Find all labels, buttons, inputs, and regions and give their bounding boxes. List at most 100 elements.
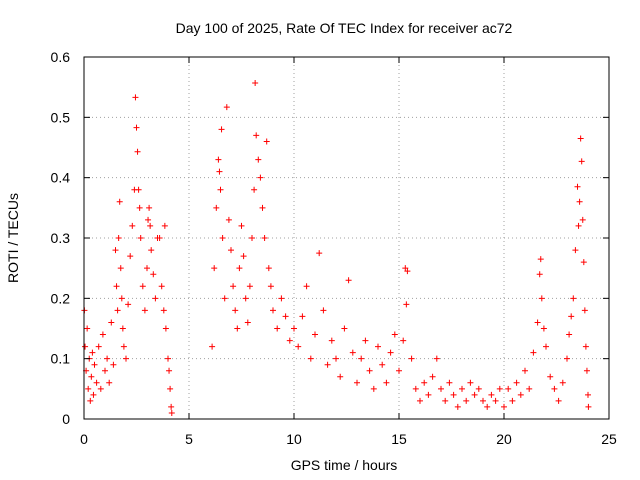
data-point xyxy=(471,391,478,398)
data-point xyxy=(263,138,270,145)
data-point xyxy=(583,367,590,374)
data-point xyxy=(320,307,327,314)
data-point xyxy=(536,271,543,278)
data-point xyxy=(219,235,226,241)
data-point xyxy=(257,174,264,181)
data-point xyxy=(221,295,228,302)
axis-ticks xyxy=(83,56,610,420)
data-point xyxy=(303,283,310,290)
data-point xyxy=(270,307,276,314)
data-point xyxy=(104,355,111,362)
data-point xyxy=(480,397,486,404)
data-point xyxy=(211,265,218,272)
data-point xyxy=(230,283,237,290)
data-point xyxy=(540,325,547,332)
data-point xyxy=(114,307,121,314)
data-point xyxy=(89,349,96,356)
data-point xyxy=(232,307,239,314)
y-tick-label: 0.1 xyxy=(51,351,71,367)
data-point xyxy=(585,403,592,410)
data-point xyxy=(246,283,253,290)
data-point xyxy=(579,216,586,223)
y-tick-label: 0.2 xyxy=(51,290,71,306)
data-point xyxy=(225,216,232,223)
data-point xyxy=(87,397,94,404)
data-point xyxy=(551,385,558,392)
data-point xyxy=(147,222,154,229)
data-point xyxy=(412,385,419,392)
data-point xyxy=(530,349,537,356)
data-point xyxy=(123,355,129,362)
data-point xyxy=(459,385,465,392)
data-point xyxy=(559,379,566,386)
data-point xyxy=(575,222,582,229)
data-point xyxy=(252,79,259,86)
data-point xyxy=(218,126,225,133)
data-point xyxy=(345,277,352,284)
data-point xyxy=(91,361,98,368)
data-point xyxy=(152,295,159,302)
data-point xyxy=(349,349,356,356)
data-point xyxy=(240,253,247,260)
data-point xyxy=(117,265,124,272)
data-point xyxy=(168,403,175,410)
data-point xyxy=(408,355,415,362)
data-point xyxy=(141,307,148,314)
y-axis-label: ROTI / TECUs xyxy=(5,193,21,283)
data-point xyxy=(129,222,136,229)
data-point xyxy=(581,307,588,314)
data-point xyxy=(137,235,144,241)
data-point xyxy=(454,403,461,410)
data-point xyxy=(146,204,153,211)
data-point xyxy=(417,397,423,404)
data-point xyxy=(337,373,344,380)
data-point xyxy=(156,235,163,241)
data-point xyxy=(249,235,255,241)
data-point xyxy=(547,373,554,380)
data-point xyxy=(450,391,457,398)
data-point xyxy=(135,186,142,193)
data-point xyxy=(125,301,132,308)
data-point xyxy=(324,361,331,368)
data-point xyxy=(88,373,95,380)
data-point xyxy=(168,409,175,416)
data-point xyxy=(475,385,482,392)
data-point xyxy=(274,325,281,332)
y-tick-label: 0.6 xyxy=(51,49,71,65)
data-point xyxy=(234,325,241,332)
data-point xyxy=(580,259,587,266)
data-point xyxy=(576,198,583,205)
data-point xyxy=(312,331,318,338)
data-point xyxy=(375,343,381,350)
data-point xyxy=(134,148,141,155)
x-tick-label: 0 xyxy=(80,431,88,447)
data-point xyxy=(492,397,499,404)
data-point xyxy=(574,183,581,190)
data-point xyxy=(370,385,377,392)
data-point xyxy=(84,325,91,332)
data-point xyxy=(578,158,585,165)
data-point xyxy=(132,94,139,101)
data-point xyxy=(127,253,134,260)
data-point xyxy=(244,319,251,326)
data-point xyxy=(467,379,474,386)
data-point xyxy=(291,325,297,332)
data-point xyxy=(106,379,113,386)
data-point xyxy=(113,283,120,290)
data-point xyxy=(403,301,410,308)
data-point xyxy=(236,265,243,272)
data-point xyxy=(517,391,524,398)
data-point xyxy=(484,403,491,410)
data-point xyxy=(144,265,150,272)
chart-title: Day 100 of 2025, Rate Of TEC Index for r… xyxy=(176,20,513,36)
data-point xyxy=(217,186,224,193)
data-point xyxy=(446,379,453,386)
data-point xyxy=(119,325,126,332)
data-point xyxy=(526,385,533,392)
data-point xyxy=(429,373,436,380)
x-tick-label: 10 xyxy=(286,431,302,447)
data-point xyxy=(265,265,272,272)
data-point xyxy=(115,235,122,241)
data-point xyxy=(112,247,119,254)
y-tick-label: 0.4 xyxy=(51,170,71,186)
